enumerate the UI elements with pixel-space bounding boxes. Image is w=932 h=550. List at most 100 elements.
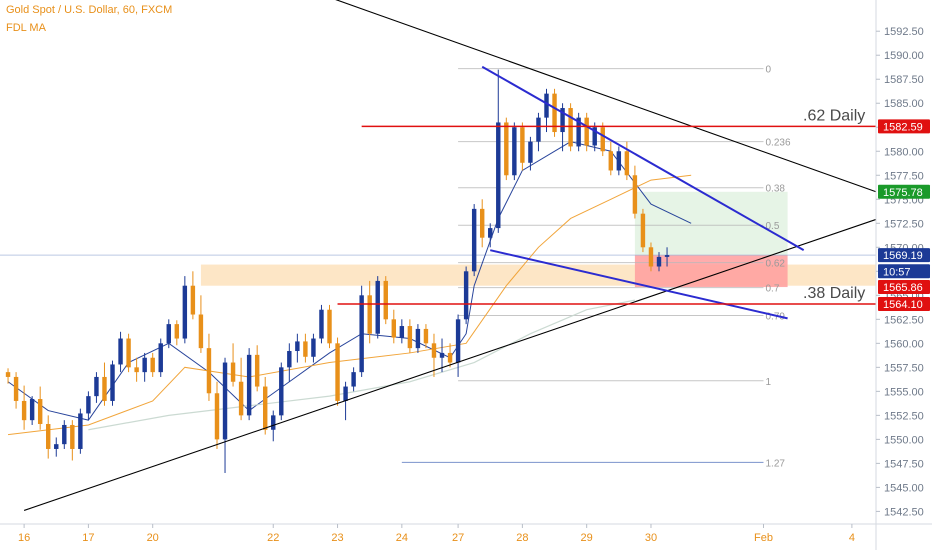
candle-body	[496, 122, 501, 229]
candle-body	[423, 328, 429, 344]
candle-body	[166, 324, 171, 344]
candle	[479, 199, 485, 248]
candle-body	[568, 108, 573, 147]
take-profit-zone	[634, 191, 788, 256]
candle	[182, 276, 188, 344]
candle-body	[664, 255, 670, 257]
candle	[664, 247, 670, 267]
candle-body	[616, 151, 622, 171]
price-badge-label: 10:57	[883, 266, 911, 278]
price-tick-label: 1557.50	[884, 362, 924, 374]
price-badge: 1569.19	[878, 248, 930, 263]
candle-body	[70, 424, 75, 449]
candle-body	[238, 381, 244, 416]
candle	[230, 343, 236, 387]
candle-body	[214, 393, 220, 440]
candle-body	[94, 376, 99, 397]
candle-body	[488, 228, 493, 238]
price-tick-label: 1560.00	[884, 338, 924, 350]
time-tick-label: 23	[331, 532, 343, 544]
candle-body	[110, 364, 115, 401]
candle	[37, 386, 43, 430]
candle-body	[592, 127, 597, 146]
time-tick-label: 17	[82, 532, 94, 544]
candle-body	[455, 319, 461, 363]
candle-body	[544, 93, 549, 118]
candle-body	[576, 117, 581, 147]
price-badge: 1564.10	[878, 296, 930, 311]
candle-body	[624, 151, 630, 176]
candle-body	[198, 314, 204, 349]
candle-body	[319, 309, 324, 339]
candle	[327, 304, 332, 349]
candle	[439, 338, 445, 373]
candle-body	[182, 285, 188, 339]
candle	[656, 252, 662, 272]
candle	[504, 117, 509, 181]
candle-body	[86, 396, 91, 414]
time-tick-label: 28	[516, 532, 528, 544]
time-tick-label: 20	[147, 532, 159, 544]
candle-body	[295, 341, 300, 352]
candle-body	[512, 127, 517, 176]
chart-title: Gold Spot / U.S. Dollar, 60, FXCM	[6, 4, 173, 16]
price-tick-label: 1542.50	[884, 506, 924, 518]
candle-body	[190, 285, 196, 315]
candle	[399, 319, 405, 344]
candle-body	[46, 424, 51, 449]
candle-body	[246, 354, 252, 416]
ma-line-slow	[88, 299, 636, 431]
candle-body	[560, 108, 565, 133]
price-badge: 10:57	[878, 264, 930, 279]
candle-body	[126, 338, 131, 368]
candle-body	[391, 319, 397, 338]
candle	[335, 337, 340, 406]
lower-trend-line	[23, 218, 877, 511]
candle-body	[552, 93, 557, 133]
candle	[287, 343, 292, 382]
candle	[584, 112, 589, 152]
candle-body	[608, 151, 613, 171]
candle	[158, 338, 163, 377]
time-tick-label: 22	[267, 532, 279, 544]
fib-level-label: 1	[765, 377, 771, 388]
candle	[520, 122, 525, 171]
candle-body	[463, 271, 469, 320]
wedge-top-line	[481, 65, 805, 252]
candle	[29, 396, 35, 425]
candle	[488, 223, 493, 248]
fib-level-label: 0.236	[765, 138, 790, 149]
price-tick-label: 1547.50	[884, 458, 924, 470]
candle-body	[54, 444, 59, 449]
price-badge-label: 1564.10	[883, 299, 923, 311]
candles-layer	[5, 69, 670, 473]
candle	[254, 345, 260, 392]
candle	[552, 88, 557, 137]
candle-body	[271, 415, 276, 430]
candle-body	[359, 295, 364, 373]
candle-body	[471, 208, 477, 272]
fib-level-label: 0.79	[765, 311, 785, 322]
candle	[616, 146, 622, 176]
candle	[263, 376, 268, 435]
candle-body	[479, 208, 485, 238]
fib-level-label: 0.5	[765, 221, 779, 232]
candle	[431, 333, 437, 377]
candle	[568, 103, 573, 152]
candle	[78, 408, 83, 454]
candle	[319, 304, 324, 344]
price-tick-label: 1577.50	[884, 170, 924, 182]
candle	[608, 141, 613, 176]
price-badge-label: 1565.86	[883, 282, 923, 294]
candle	[592, 122, 597, 152]
candle	[455, 314, 461, 377]
price-badges: 1582.59 1575.78 1569.19 10:57 1565.86 1564.10	[878, 119, 930, 311]
candle-body	[648, 247, 654, 267]
price-tick-label: 1555.00	[884, 386, 924, 398]
candle-body	[13, 376, 19, 401]
fib-level-label: 0.7	[765, 284, 779, 295]
candle	[70, 420, 75, 461]
time-axis[interactable]: 16 17 20 22 23 24 27 28 29 30 Feb 4	[18, 524, 855, 544]
candle	[46, 415, 51, 459]
